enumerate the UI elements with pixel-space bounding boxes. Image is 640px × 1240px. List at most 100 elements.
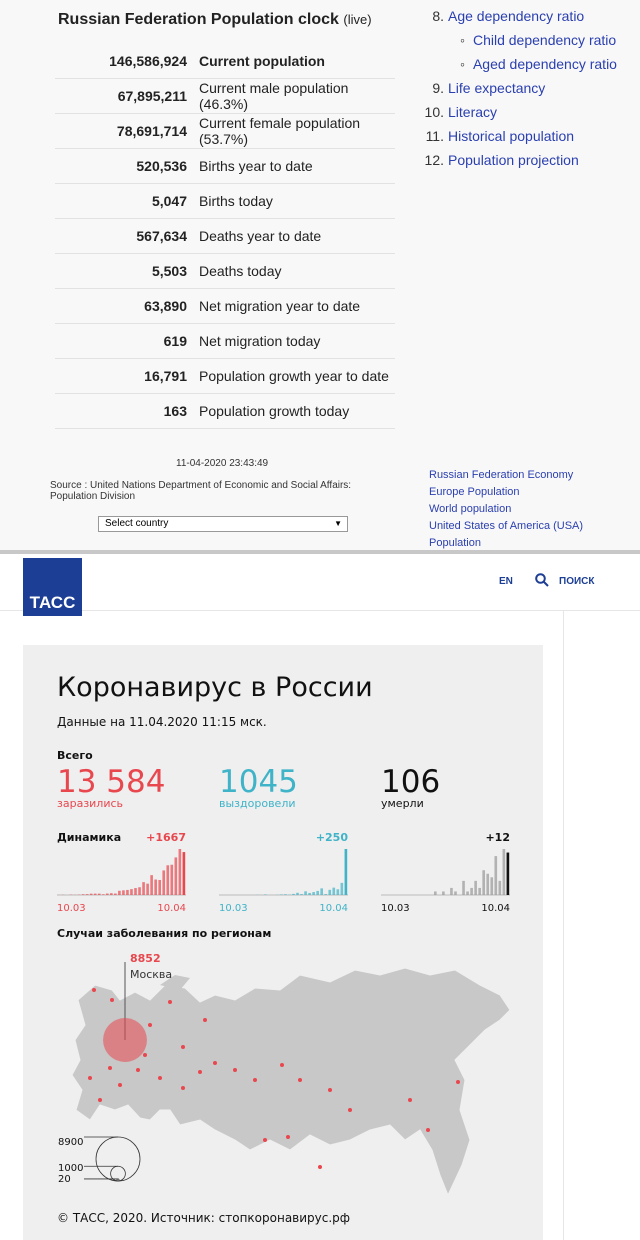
- region-dot: [143, 1053, 147, 1057]
- bar: [434, 891, 437, 895]
- bar: [304, 891, 307, 895]
- row-label: Births today: [193, 183, 395, 219]
- title: Russian Federation Population clock: [58, 11, 339, 28]
- toc-number: 9.: [432, 80, 444, 96]
- toc-link[interactable]: Population projection: [448, 152, 579, 168]
- clock-row: 78,691,714 Current female population (53.…: [55, 113, 395, 149]
- region-dot: [213, 1061, 217, 1065]
- row-value: 63,890: [55, 288, 193, 324]
- row-value: 163: [55, 393, 193, 429]
- chart-end: 10.04: [319, 903, 348, 914]
- bar: [498, 880, 502, 895]
- region-dot: [203, 1018, 207, 1022]
- lang-switch[interactable]: EN: [499, 576, 513, 587]
- chart-start: 10.03: [219, 903, 248, 914]
- region-dot: [181, 1045, 185, 1049]
- bar: [130, 889, 133, 895]
- bar: [154, 879, 157, 895]
- infographic-title: Коронавирус в России: [57, 672, 373, 703]
- bar: [166, 865, 170, 895]
- region-dot: [408, 1098, 412, 1102]
- region-dot: [318, 1165, 322, 1169]
- region-dot: [280, 1063, 284, 1067]
- related-link[interactable]: United States of America (USA): [429, 520, 584, 532]
- divider: [563, 611, 564, 1240]
- source: Source : United Nations Department of Ec…: [50, 480, 352, 502]
- select-label: Select country: [105, 518, 169, 529]
- bar: [336, 889, 340, 895]
- bullet: ◦: [460, 56, 465, 72]
- toc-item: 11. Historical population: [420, 124, 635, 148]
- bar: [296, 892, 299, 895]
- toc-item: 12. Population projection: [420, 148, 635, 172]
- related-link[interactable]: Population: [429, 537, 481, 549]
- logo[interactable]: ТАСС: [23, 558, 82, 616]
- search[interactable]: ПОИСК: [559, 576, 595, 587]
- toc-link[interactable]: Age dependency ratio: [448, 8, 585, 24]
- bar: [114, 893, 117, 895]
- clock-row: 520,536 Births year to date: [55, 148, 395, 184]
- bar: [450, 887, 453, 895]
- bar: [81, 894, 85, 895]
- bar: [324, 894, 328, 895]
- row-value: 16,791: [55, 358, 193, 394]
- toc-number: 10.: [424, 104, 444, 120]
- related-link[interactable]: Russian Federation Economy: [429, 469, 574, 481]
- bar: [89, 893, 93, 895]
- region-dot: [298, 1078, 302, 1082]
- bar: [122, 890, 125, 895]
- toc-link[interactable]: Historical population: [448, 128, 575, 144]
- chart-delta: +12: [485, 831, 510, 844]
- bar: [110, 893, 113, 895]
- bar: [85, 894, 89, 895]
- region-dot: [426, 1128, 430, 1132]
- clock-row: 163 Population growth today: [55, 393, 395, 429]
- dynamics-label: Динамика: [57, 831, 121, 844]
- toc-link[interactable]: Aged dependency ratio: [472, 56, 617, 72]
- bar: [93, 893, 97, 895]
- toc-item: 10. Literacy: [420, 100, 635, 124]
- bar: [466, 891, 469, 895]
- bar: [490, 877, 494, 895]
- region-dot: [136, 1068, 140, 1072]
- chart-start: 10.03: [57, 903, 86, 914]
- toc-link[interactable]: Literacy: [448, 104, 498, 120]
- bar: [316, 890, 319, 895]
- toc-item: 8. Age dependency ratio: [420, 4, 635, 28]
- search-icon[interactable]: [535, 573, 549, 587]
- bar: [284, 894, 287, 895]
- row-value: 567,634: [55, 218, 193, 254]
- region-dot: [328, 1088, 332, 1092]
- toc-subitem: ◦ Child dependency ratio: [420, 28, 635, 52]
- region-dot: [233, 1068, 237, 1072]
- region-dot: [348, 1108, 352, 1112]
- bar: [344, 849, 348, 895]
- row-label: Current population: [193, 44, 395, 79]
- toc-link[interactable]: Life expectancy: [448, 80, 546, 96]
- bar: [142, 882, 145, 895]
- row-label: Population growth year to date: [193, 358, 395, 394]
- toc-number: 11.: [425, 128, 444, 144]
- clock-table: 146,586,924 Current population 67,895,211 C…: [55, 44, 395, 429]
- toc-link[interactable]: Child dependency ratio: [472, 32, 617, 48]
- row-label: Deaths today: [193, 253, 395, 289]
- row-value: 67,895,211: [55, 78, 193, 114]
- clock-row: 146,586,924 Current population: [55, 44, 395, 79]
- country-select[interactable]: Select country ▼: [98, 516, 348, 532]
- related-link[interactable]: World population: [429, 503, 512, 515]
- legend-circle: [95, 1136, 141, 1182]
- bar: [454, 891, 457, 895]
- chart-delta: +250: [316, 831, 349, 844]
- related-link[interactable]: Europe Population: [429, 486, 520, 498]
- clock-row: 16,791 Population growth year to date: [55, 358, 395, 394]
- bar: [340, 882, 344, 895]
- tass-header: ТАСС EN ПОИСК: [0, 554, 640, 616]
- moscow-label: Москва: [130, 968, 172, 981]
- region-dot: [92, 988, 96, 992]
- bar: [482, 870, 486, 895]
- row-value: 619: [55, 323, 193, 359]
- bar: [170, 864, 174, 895]
- bar: [300, 894, 303, 895]
- bar: [470, 887, 473, 895]
